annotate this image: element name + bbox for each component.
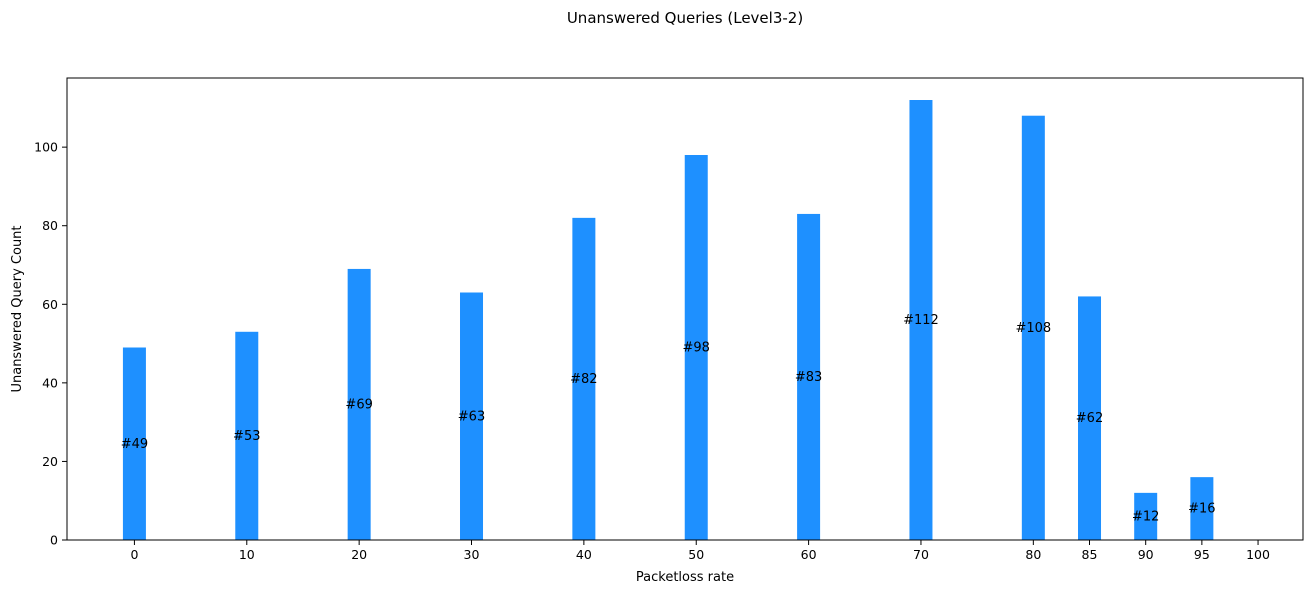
x-tick-label-85: 85	[1082, 547, 1098, 562]
x-tick-label-20: 20	[351, 547, 367, 562]
data-label-70: #112	[903, 313, 939, 328]
x-tick-label-50: 50	[688, 547, 704, 562]
y-tick-label-80: 80	[42, 218, 58, 233]
data-label-50: #98	[683, 341, 710, 356]
data-label-20: #69	[345, 397, 372, 412]
data-labels-layer: #49 #53 #69 #63 #82 #98 #83 #112 #108 #62 #12 #16	[121, 313, 1216, 524]
x-axis-ticks: 0 10 20 30 40 50 60 70 80 85 90 95 100	[130, 540, 1270, 562]
data-label-80: #108	[1015, 321, 1051, 336]
data-label-95: #16	[1188, 502, 1215, 517]
data-label-90: #12	[1132, 509, 1159, 524]
bar-60	[797, 213, 821, 540]
bar-0	[122, 347, 146, 540]
bar-40	[572, 217, 596, 541]
x-tick-label-0: 0	[130, 547, 138, 562]
bar-70	[909, 100, 933, 540]
x-tick-label-100: 100	[1246, 547, 1270, 562]
x-tick-label-40: 40	[576, 547, 592, 562]
x-tick-label-80: 80	[1025, 547, 1041, 562]
data-label-60: #83	[795, 370, 822, 385]
y-tick-label-100: 100	[34, 140, 58, 155]
data-label-40: #82	[570, 372, 597, 387]
plot-frame	[66, 77, 1304, 541]
y-tick-label-20: 20	[42, 454, 58, 469]
x-tick-label-10: 10	[239, 547, 255, 562]
y-tick-label-60: 60	[42, 297, 58, 312]
x-tick-label-90: 90	[1138, 547, 1154, 562]
x-axis-label: Packetloss rate	[636, 570, 734, 585]
bar-95	[1190, 477, 1214, 540]
bar-10	[235, 331, 259, 540]
y-axis-label: Unanswered Query Count	[10, 225, 25, 392]
data-label-30: #63	[458, 409, 485, 424]
x-tick-label-60: 60	[801, 547, 817, 562]
bar-90	[1134, 492, 1158, 540]
x-tick-label-95: 95	[1194, 547, 1210, 562]
bar-85	[1078, 296, 1102, 540]
x-tick-label-70: 70	[913, 547, 929, 562]
data-label-10: #53	[233, 429, 260, 444]
bar-30	[460, 292, 484, 540]
bar-80	[1021, 115, 1045, 541]
data-label-85: #62	[1076, 411, 1103, 426]
bar-20	[347, 268, 371, 540]
bars-layer	[122, 100, 1214, 541]
y-tick-label-0: 0	[50, 533, 58, 548]
y-tick-label-40: 40	[42, 375, 58, 390]
data-label-0: #49	[121, 437, 148, 452]
y-axis-ticks: 0 20 40 60 80 100	[34, 140, 67, 548]
bar-50	[684, 155, 708, 540]
chart-title: Unanswered Queries (Level3-2)	[567, 9, 803, 27]
x-tick-label-30: 30	[464, 547, 480, 562]
